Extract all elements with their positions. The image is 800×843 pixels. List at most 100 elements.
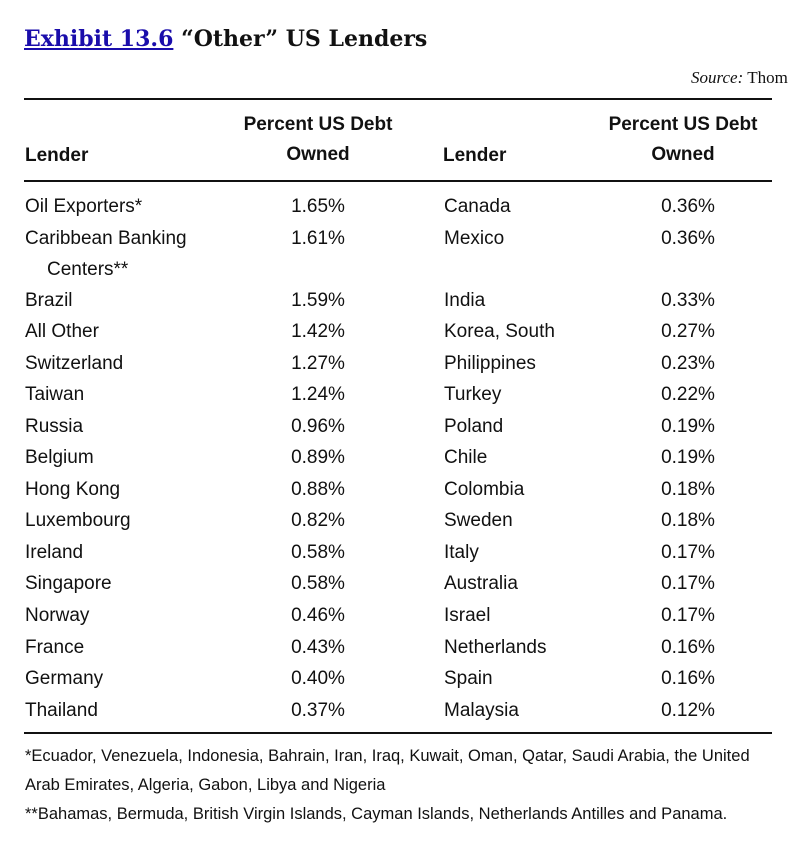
left-lender-cell: Caribbean Banking xyxy=(25,227,187,249)
table-row: Brazil 1.59% India 0.33% xyxy=(0,285,800,317)
left-lender-cell: Oil Exporters* xyxy=(25,196,143,217)
header-pct-left-line1: Percent US Debt xyxy=(243,114,393,135)
table-row: Hong Kong 0.88% Colombia 0.18% xyxy=(0,474,800,506)
left-lender-cell: Brazil xyxy=(25,289,73,311)
left-pct-cell: 0.89% xyxy=(291,447,345,469)
right-pct-cell: 0.36% xyxy=(661,227,715,249)
left-lender-cell: Russia xyxy=(25,415,84,437)
left-lender-cell: Norway xyxy=(25,605,90,627)
header-pct-left: Percent US Debt Owned xyxy=(218,110,418,170)
footnote-caribbean-banking: **Bahamas, Bermuda, British Virgin Islan… xyxy=(25,805,728,823)
right-pct-cell: 0.17% xyxy=(661,541,715,563)
right-pct-cell: 0.16% xyxy=(661,636,715,658)
right-pct-cell: 0.16% xyxy=(661,668,715,690)
header-pct-left-line2: Owned xyxy=(286,144,350,165)
left-lender-cell: All Other xyxy=(25,321,99,343)
right-lender-cell: Spain xyxy=(444,668,493,690)
right-pct-cell: 0.17% xyxy=(661,573,715,595)
right-lender-cell: Mexico xyxy=(444,227,505,249)
footnote-oil-exporters: *Ecuador, Venezuela, Indonesia, Bahrain,… xyxy=(25,747,750,794)
left-pct-cell: 0.40% xyxy=(291,668,345,690)
right-lender-cell: Netherlands xyxy=(444,636,547,658)
left-lender-cell: Switzerland xyxy=(25,352,124,374)
header-lender-left: Lender xyxy=(25,145,89,166)
left-pct-cell: 0.96% xyxy=(291,415,345,437)
left-pct-cell: 0.58% xyxy=(291,541,345,563)
right-lender-cell: Philippines xyxy=(444,352,536,374)
right-pct-cell: 0.18% xyxy=(661,478,715,500)
right-lender-cell: Poland xyxy=(444,415,504,437)
table-top-rule xyxy=(24,98,772,100)
left-pct-cell: 1.24% xyxy=(291,384,345,406)
left-pct-cell: 0.46% xyxy=(291,605,345,627)
right-lender-cell: Sweden xyxy=(444,510,513,532)
header-rule xyxy=(24,180,772,182)
right-lender-cell: Israel xyxy=(444,605,491,627)
left-pct-cell: 1.59% xyxy=(291,289,345,311)
right-pct-cell: 0.36% xyxy=(661,196,715,217)
footnotes: *Ecuador, Venezuela, Indonesia, Bahrain,… xyxy=(25,742,775,829)
right-pct-cell: 0.17% xyxy=(661,605,715,627)
source-text: Thom xyxy=(747,68,788,87)
left-pct-cell: 1.27% xyxy=(291,352,345,374)
right-lender-cell: Turkey xyxy=(444,384,502,406)
table-row: Taiwan 1.24% Turkey 0.22% xyxy=(0,379,800,411)
table-row: Singapore 0.58% Australia 0.17% xyxy=(0,568,800,600)
exhibit-title-text: “Other” US Lenders xyxy=(181,26,428,52)
right-pct-cell: 0.19% xyxy=(661,447,715,469)
header-lender-right: Lender xyxy=(443,145,507,166)
table-row: Belgium 0.89% Chile 0.19% xyxy=(0,442,800,474)
table-row: Germany 0.40% Spain 0.16% xyxy=(0,663,800,695)
left-pct-cell: 0.37% xyxy=(291,699,345,721)
exhibit-title: Exhibit 13.6 “Other” US Lenders xyxy=(24,26,427,52)
left-lender-cell: France xyxy=(25,636,85,658)
right-pct-cell: 0.18% xyxy=(661,510,715,532)
left-lender-cell: Germany xyxy=(25,668,104,690)
lenders-table-body: Oil Exporters* 1.65% Canada 0.36% Caribbean … xyxy=(0,191,800,726)
left-lender-cell: Hong Kong xyxy=(25,478,121,500)
right-pct-cell: 0.22% xyxy=(661,384,715,406)
left-pct-cell: 0.43% xyxy=(291,636,345,658)
source-label: Source: xyxy=(691,68,744,87)
right-lender-cell: Chile xyxy=(444,447,488,469)
right-pct-cell: 0.19% xyxy=(661,415,715,437)
right-lender-cell: Korea, South xyxy=(444,321,555,343)
table-row: France 0.43% Netherlands 0.16% xyxy=(0,632,800,664)
left-pct-cell: 0.88% xyxy=(291,478,345,500)
table-row: Caribbean Banking 1.61% Mexico 0.36% Centers… xyxy=(0,223,800,285)
table-bottom-rule xyxy=(24,732,772,734)
table-row: Oil Exporters* 1.65% Canada 0.36% xyxy=(0,191,800,223)
right-lender-cell: Australia xyxy=(444,573,518,595)
left-pct-cell: 1.65% xyxy=(291,196,345,217)
table-row: Ireland 0.58% Italy 0.17% xyxy=(0,537,800,569)
header-pct-right: Percent US Debt Owned xyxy=(583,110,783,170)
exhibit-link[interactable]: Exhibit 13.6 xyxy=(24,26,174,52)
table-row: Switzerland 1.27% Philippines 0.23% xyxy=(0,348,800,380)
table-row: Norway 0.46% Israel 0.17% xyxy=(0,600,800,632)
left-lender-cell: Taiwan xyxy=(25,384,85,406)
right-lender-cell: India xyxy=(444,289,486,311)
right-lender-cell: Colombia xyxy=(444,478,525,500)
source-line: Source: Thom xyxy=(691,68,788,88)
left-pct-cell: 0.58% xyxy=(291,573,345,595)
left-lender-cell: Belgium xyxy=(25,447,94,469)
left-lender-cell: Ireland xyxy=(25,541,84,563)
left-lender-cell-continued: Centers** xyxy=(47,258,129,280)
right-pct-cell: 0.33% xyxy=(661,289,715,311)
right-lender-cell: Italy xyxy=(444,541,479,563)
table-row: Luxembourg 0.82% Sweden 0.18% xyxy=(0,505,800,537)
right-pct-cell: 0.27% xyxy=(661,321,715,343)
left-pct-cell: 0.82% xyxy=(291,510,345,532)
right-pct-cell: 0.12% xyxy=(661,699,715,721)
table-row: All Other 1.42% Korea, South 0.27% xyxy=(0,316,800,348)
left-pct-cell: 1.42% xyxy=(291,321,345,343)
right-lender-cell: Canada xyxy=(444,196,511,217)
right-lender-cell: Malaysia xyxy=(444,699,519,721)
left-pct-cell: 1.61% xyxy=(291,227,345,249)
right-pct-cell: 0.23% xyxy=(661,352,715,374)
left-lender-cell: Singapore xyxy=(25,573,112,595)
header-pct-right-line1: Percent US Debt xyxy=(608,114,758,135)
table-row: Thailand 0.37% Malaysia 0.12% xyxy=(0,695,800,727)
table-row: Russia 0.96% Poland 0.19% xyxy=(0,411,800,443)
left-lender-cell: Thailand xyxy=(25,699,98,721)
